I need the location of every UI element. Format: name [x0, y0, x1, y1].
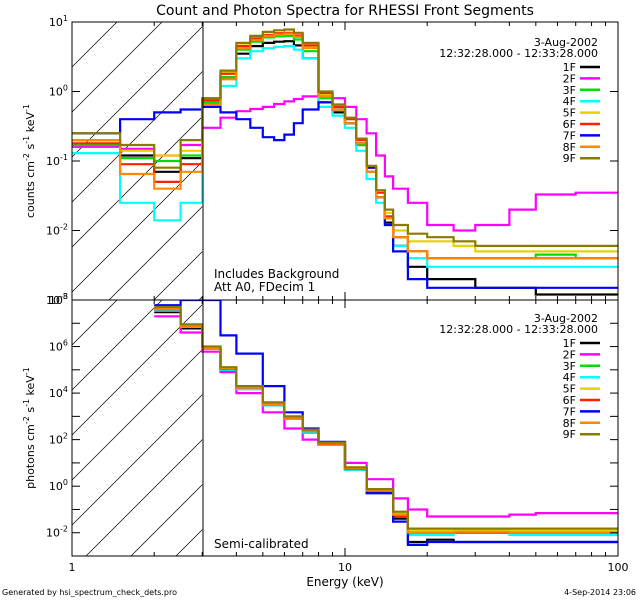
hatch-line [130, 484, 203, 556]
count-ylabel-exp2: -1 [22, 136, 31, 144]
hatch-line [72, 22, 163, 113]
count-ylabel-main: counts cm [24, 161, 37, 218]
attenuator-hatch-region-photon [72, 300, 203, 556]
count-time-range: 12:32:28.000 - 12:33:28.000 [439, 47, 598, 60]
y-tick-label: 100 [49, 478, 68, 493]
hatch-line [72, 394, 203, 526]
count-y-axis-label: counts cm-2 s-1 keV-1 [22, 104, 37, 218]
legend-label-6f: 6F [563, 118, 576, 131]
photon-series-lines [154, 300, 618, 546]
y-tick-label: 10-2 [46, 223, 68, 238]
count-axis-ticks: 10-3 10-2 10-1 100 101 [46, 14, 618, 307]
count-spectrum-panel: 10-3 10-2 10-1 100 101 3-Aug-2002 12:32:28.0… [22, 14, 619, 307]
legend-label-1f: 1F [563, 337, 576, 350]
photon-date: 3-Aug-2002 [534, 312, 598, 325]
hatch-line [72, 300, 118, 346]
legend-label-6f: 6F [563, 394, 576, 407]
hatch-line [85, 439, 203, 556]
series-line-9f [72, 28, 618, 247]
hatch-line [72, 161, 203, 293]
photon-ylabel-main: photons cm [24, 424, 37, 489]
annotation-semi-calibrated: Semi-calibrated [214, 537, 309, 551]
legend-label-5f: 5F [563, 107, 576, 120]
count-ylabel-exp3: -1 [22, 104, 31, 112]
annotation-background: Includes Background [214, 267, 339, 281]
count-date: 3-Aug-2002 [534, 36, 598, 49]
y-tick-label: 106 [49, 339, 68, 354]
hatch-line [108, 206, 203, 300]
chart-title: Count and Photon Spectra for RHESSI Fron… [156, 3, 534, 19]
photon-y-axis-label: photons cm-2 s-1 keV-1 [22, 367, 37, 489]
hatch-line [72, 71, 203, 203]
y-tick-label: 101 [49, 14, 68, 29]
x-tick-label: 10 [338, 561, 352, 574]
annotation-attenuator: Att A0, FDecim 1 [214, 280, 315, 294]
hatch-line [72, 304, 203, 436]
legend-label-4f: 4F [563, 371, 576, 384]
photon-time-range: 12:32:28.000 - 12:33:28.000 [439, 323, 598, 336]
legend-label-2f: 2F [563, 348, 576, 361]
y-tick-label: 104 [49, 385, 68, 400]
count-series-lines [72, 28, 618, 296]
count-ylabel-exp1: -2 [22, 153, 31, 161]
hatch-line [153, 251, 203, 300]
y-tick-label: 10-1 [46, 153, 68, 168]
count-ylabel-kev: keV [24, 112, 37, 136]
hatch-line [72, 349, 203, 481]
legend-label-8f: 8F [563, 417, 576, 430]
footer-generated: Generated by hsi_spectrum_check_dets.pro [2, 588, 177, 597]
y-tick-label: 100 [49, 84, 68, 99]
series-line-7f [72, 101, 618, 289]
count-ylabel-s: s [24, 143, 37, 152]
footer-date: 4-Sep-2014 23:06 [564, 588, 636, 597]
photon-ylabel-exp2: -1 [22, 399, 31, 407]
y-tick-label: 10-2 [46, 525, 68, 540]
photon-ylabel-s: s [24, 407, 37, 416]
y-tick-label: 102 [49, 432, 68, 447]
legend-label-3f: 3F [563, 360, 576, 373]
x-tick-label: 1 [69, 561, 76, 574]
legend-label-7f: 7F [563, 405, 576, 418]
legend-label-4f: 4F [563, 95, 576, 108]
legend-label-8f: 8F [563, 141, 576, 154]
series-line-9f [154, 305, 618, 530]
legend-label-5f: 5F [563, 383, 576, 396]
legend-label-9f: 9F [563, 152, 576, 165]
legend-label-3f: 3F [563, 84, 576, 97]
legend-label-9f: 9F [563, 428, 576, 441]
photon-ylabel-kev: keV [24, 375, 37, 399]
photon-ylabel-exp1: -2 [22, 416, 31, 424]
legend-label-2f: 2F [563, 72, 576, 85]
y-tick-label: 10-3 [46, 292, 68, 307]
legend-label-1f: 1F [563, 61, 576, 74]
x-axis-label: Energy (keV) [306, 575, 383, 589]
hatch-line [72, 26, 203, 158]
hatch-line [72, 300, 163, 391]
legend-label-7f: 7F [563, 129, 576, 142]
x-tick-label: 100 [608, 561, 629, 574]
y-tick-label: 108 [49, 292, 68, 307]
photon-ylabel-exp3: -1 [22, 367, 31, 375]
